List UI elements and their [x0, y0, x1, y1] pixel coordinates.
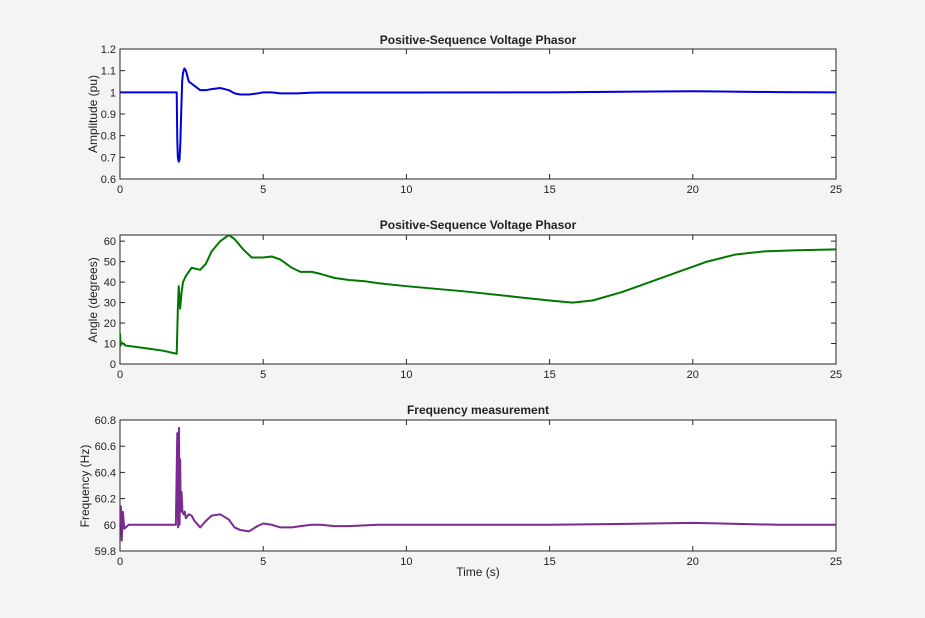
amplitude-y-tick-label: 1: [110, 87, 116, 99]
amplitude-plot-area: [119, 48, 837, 180]
subplot-amplitude: Positive-Sequence Voltage Phasor 0 5 10 15 2…: [86, 33, 842, 196]
frequency-axes: 0 5 10 15 20 25 59.8 60 60.2 60.4 60.6 60.8: [95, 415, 843, 568]
frequency-x-tick-label: 20: [687, 556, 699, 568]
frequency-title: Frequency measurement: [407, 403, 549, 417]
amplitude-y-tick-label: 0.6: [101, 174, 116, 186]
angle-x-tick-label: 5: [260, 369, 266, 381]
amplitude-y-axis-label: Amplitude (pu): [86, 75, 100, 153]
angle-x-tick-label: 10: [400, 369, 412, 381]
angle-y-tick-label: 60: [104, 236, 116, 248]
amplitude-title: Positive-Sequence Voltage Phasor: [380, 33, 577, 47]
angle-x-tick-label: 15: [543, 369, 555, 381]
amplitude-y-tick-label: 1.2: [101, 44, 116, 56]
angle-series-line: [120, 235, 836, 355]
amplitude-series-line: [120, 67, 836, 163]
angle-x-tick-label: 0: [117, 369, 123, 381]
angle-plot-area: [119, 234, 837, 365]
amplitude-x-tick-label: 20: [687, 184, 699, 196]
frequency-y-tick-label: 59.8: [95, 546, 116, 558]
subplot-frequency: Frequency measurement 0 5 10 15 20 25 59.8 60 60…: [78, 403, 842, 579]
frequency-x-tick-label: 10: [400, 556, 412, 568]
angle-y-tick-label: 50: [104, 257, 116, 269]
frequency-y-tick-label: 60.6: [95, 441, 116, 453]
angle-y-tick-label: 10: [104, 339, 116, 351]
frequency-y-tick-label: 60.8: [95, 415, 116, 427]
frequency-y-tick-label: 60: [104, 520, 116, 532]
amplitude-y-tick-label: 0.8: [101, 131, 116, 143]
angle-title: Positive-Sequence Voltage Phasor: [380, 218, 577, 232]
frequency-y-tick-label: 60.2: [95, 494, 116, 506]
frequency-series-line: [120, 426, 836, 542]
frequency-x-tick-label: 5: [260, 556, 266, 568]
frequency-x-tick-label: 15: [543, 556, 555, 568]
amplitude-y-tick-label: 0.7: [101, 152, 116, 164]
angle-y-axis-label: Angle (degrees): [86, 257, 100, 342]
frequency-x-tick-label: 0: [117, 556, 123, 568]
frequency-x-tick-label: 25: [830, 556, 842, 568]
frequency-x-axis-label: Time (s): [456, 565, 500, 579]
amplitude-y-tick-label: 0.9: [101, 109, 116, 121]
amplitude-axes: 0 5 10 15 20 25 0.6 0.7 0.8 0.9 1 1.1 1.2: [101, 44, 842, 196]
amplitude-x-tick-label: 10: [400, 184, 412, 196]
amplitude-x-tick-label: 25: [830, 184, 842, 196]
angle-axes: 0 5 10 15 20 25 0 10 20 30 40 50 60: [104, 234, 842, 381]
frequency-y-axis-label: Frequency (Hz): [78, 445, 92, 528]
angle-y-tick-label: 40: [104, 277, 116, 289]
frequency-plot-area: [119, 419, 837, 552]
amplitude-x-tick-label: 15: [543, 184, 555, 196]
subplot-angle: Positive-Sequence Voltage Phasor 0 5 10 15 2…: [86, 218, 842, 381]
amplitude-x-tick-label: 5: [260, 184, 266, 196]
amplitude-x-tick-label: 0: [117, 184, 123, 196]
frequency-y-tick-label: 60.4: [95, 467, 116, 479]
angle-y-tick-label: 30: [104, 298, 116, 310]
angle-x-tick-label: 25: [830, 369, 842, 381]
angle-x-tick-label: 20: [687, 369, 699, 381]
angle-y-tick-label: 0: [110, 359, 116, 371]
angle-y-tick-label: 20: [104, 318, 116, 330]
amplitude-y-tick-label: 1.1: [101, 66, 116, 78]
